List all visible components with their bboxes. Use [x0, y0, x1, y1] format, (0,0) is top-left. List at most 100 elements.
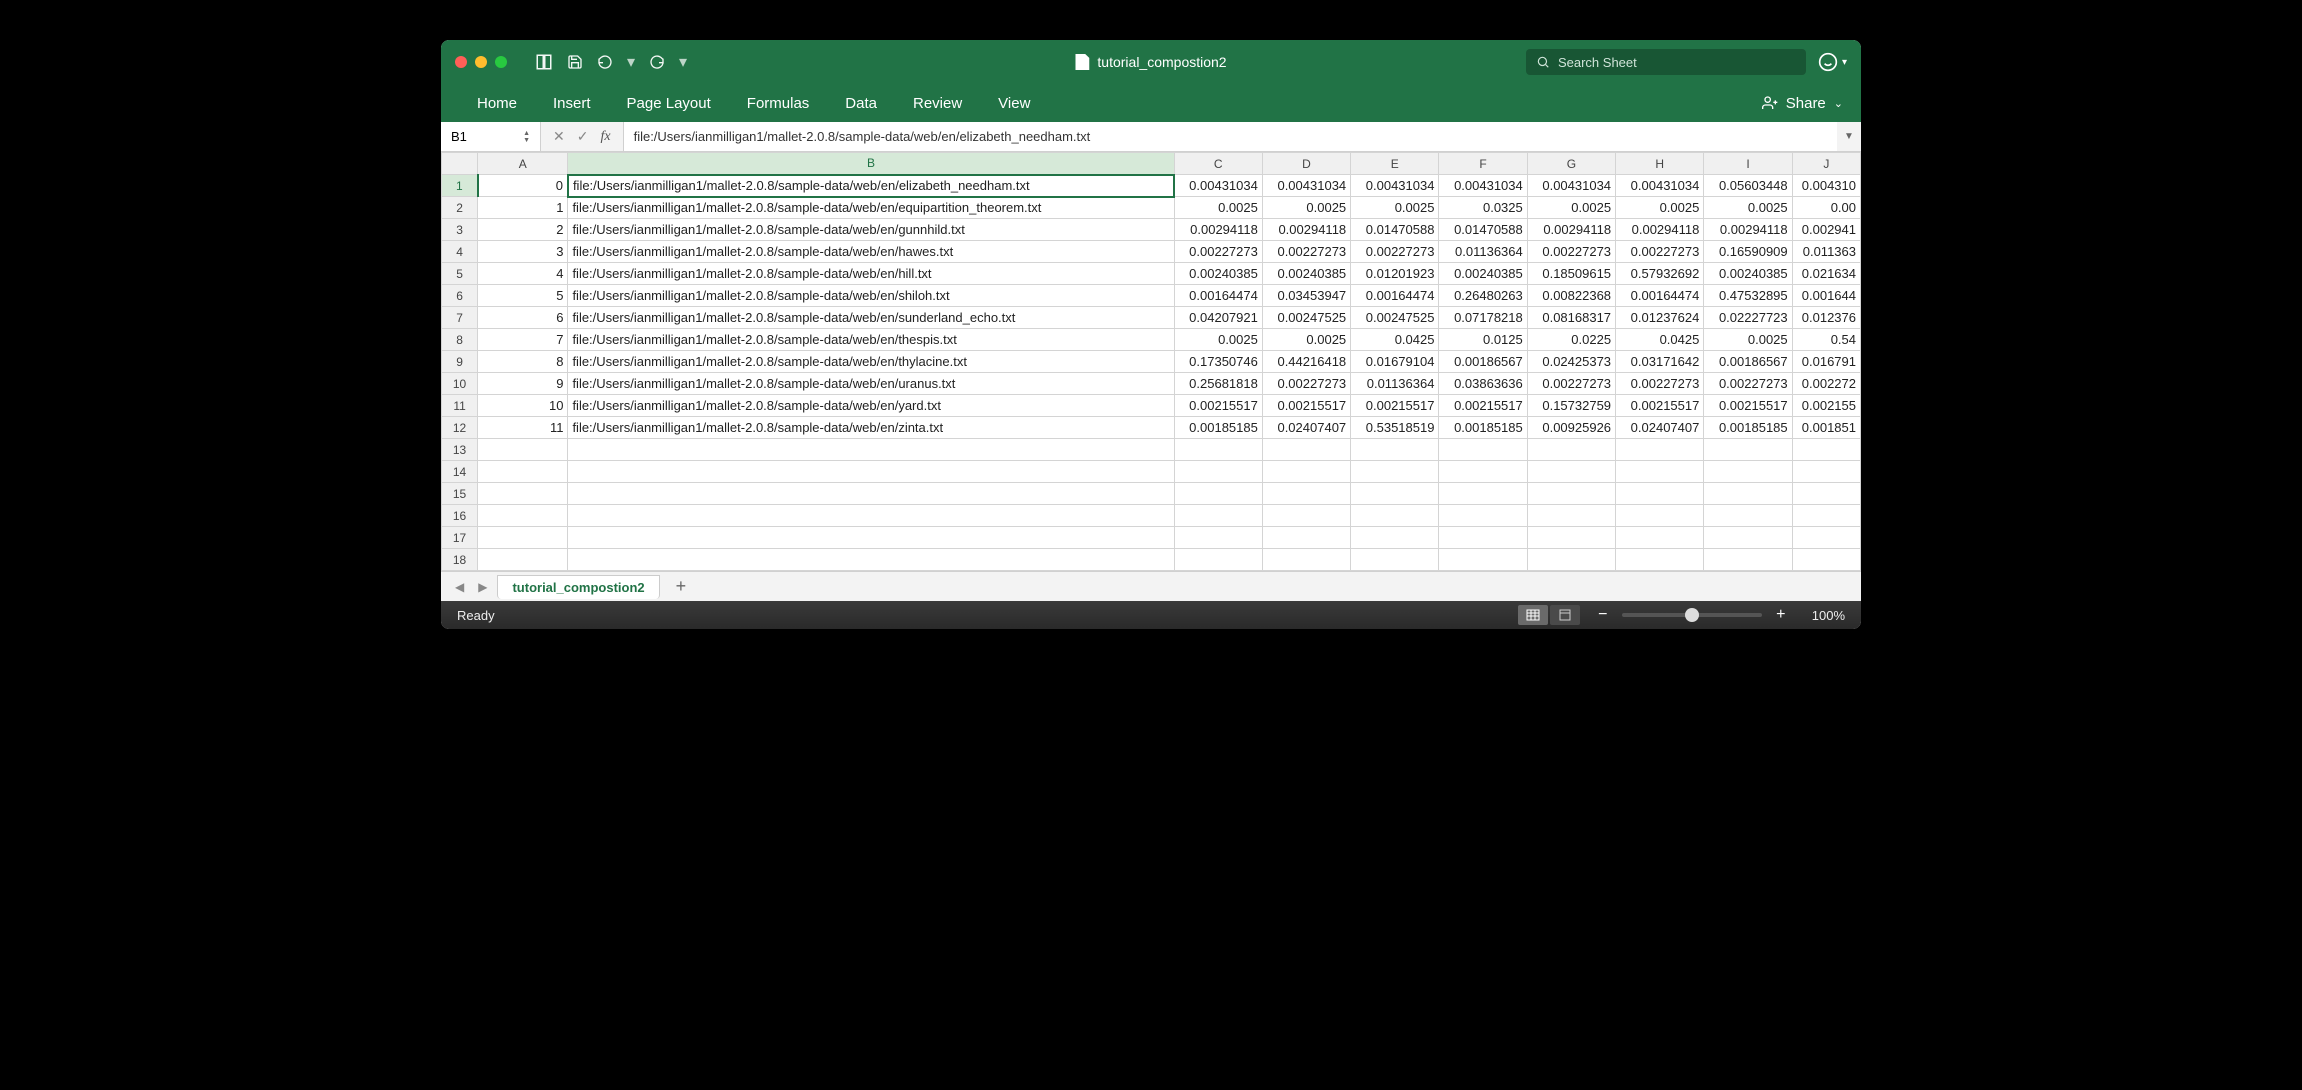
column-header-H[interactable]: H — [1616, 153, 1704, 175]
cell-F10[interactable]: 0.03863636 — [1439, 373, 1527, 395]
close-window-button[interactable] — [455, 56, 467, 68]
cell-A13[interactable] — [478, 439, 568, 461]
cell-H6[interactable]: 0.00164474 — [1616, 285, 1704, 307]
row-header-1[interactable]: 1 — [442, 175, 478, 197]
cell-A12[interactable]: 11 — [478, 417, 568, 439]
cell-F13[interactable] — [1439, 439, 1527, 461]
cell-I8[interactable]: 0.0025 — [1704, 329, 1792, 351]
cell-C4[interactable]: 0.00227273 — [1174, 241, 1262, 263]
cell-I17[interactable] — [1704, 527, 1792, 549]
cell-H8[interactable]: 0.0425 — [1616, 329, 1704, 351]
save-icon[interactable] — [567, 54, 583, 70]
cell-C8[interactable]: 0.0025 — [1174, 329, 1262, 351]
formula-input[interactable]: file:/Users/ianmilligan1/mallet-2.0.8/sa… — [623, 122, 1837, 151]
column-header-I[interactable]: I — [1704, 153, 1792, 175]
column-header-B[interactable]: B — [568, 153, 1174, 175]
cell-D12[interactable]: 0.02407407 — [1262, 417, 1350, 439]
tab-insert[interactable]: Insert — [535, 84, 609, 122]
cell-B4[interactable]: file:/Users/ianmilligan1/mallet-2.0.8/sa… — [568, 241, 1174, 263]
cell-C1[interactable]: 0.00431034 — [1174, 175, 1262, 197]
cell-B15[interactable] — [568, 483, 1174, 505]
cell-H13[interactable] — [1616, 439, 1704, 461]
cell-A1[interactable]: 0 — [478, 175, 568, 197]
cell-G4[interactable]: 0.00227273 — [1527, 241, 1615, 263]
cell-J6[interactable]: 0.001644 — [1792, 285, 1860, 307]
view-page-layout-button[interactable] — [1550, 605, 1580, 625]
cell-E3[interactable]: 0.01470588 — [1351, 219, 1439, 241]
tab-view[interactable]: View — [980, 84, 1048, 122]
cell-A8[interactable]: 7 — [478, 329, 568, 351]
cell-F3[interactable]: 0.01470588 — [1439, 219, 1527, 241]
tab-page-layout[interactable]: Page Layout — [609, 84, 729, 122]
zoom-out-button[interactable]: − — [1594, 606, 1612, 624]
cell-I18[interactable] — [1704, 549, 1792, 571]
cell-E6[interactable]: 0.00164474 — [1351, 285, 1439, 307]
cell-D17[interactable] — [1262, 527, 1350, 549]
cell-C10[interactable]: 0.25681818 — [1174, 373, 1262, 395]
column-header-G[interactable]: G — [1527, 153, 1615, 175]
row-header-10[interactable]: 10 — [442, 373, 478, 395]
minimize-window-button[interactable] — [475, 56, 487, 68]
cancel-formula-icon[interactable]: ✕ — [553, 128, 565, 145]
cell-A7[interactable]: 6 — [478, 307, 568, 329]
cell-D13[interactable] — [1262, 439, 1350, 461]
share-button[interactable]: Share ⌄ — [1762, 95, 1843, 112]
cell-I2[interactable]: 0.0025 — [1704, 197, 1792, 219]
cell-C15[interactable] — [1174, 483, 1262, 505]
cell-C14[interactable] — [1174, 461, 1262, 483]
cell-C2[interactable]: 0.0025 — [1174, 197, 1262, 219]
name-box[interactable]: B1 ▲▼ — [441, 122, 541, 151]
cell-H9[interactable]: 0.03171642 — [1616, 351, 1704, 373]
cell-J16[interactable] — [1792, 505, 1860, 527]
cell-G8[interactable]: 0.0225 — [1527, 329, 1615, 351]
add-sheet-button[interactable]: + — [666, 576, 697, 597]
cell-B3[interactable]: file:/Users/ianmilligan1/mallet-2.0.8/sa… — [568, 219, 1174, 241]
cell-H10[interactable]: 0.00227273 — [1616, 373, 1704, 395]
cell-G11[interactable]: 0.15732759 — [1527, 395, 1615, 417]
cell-F17[interactable] — [1439, 527, 1527, 549]
cell-C17[interactable] — [1174, 527, 1262, 549]
cell-E13[interactable] — [1351, 439, 1439, 461]
cell-E18[interactable] — [1351, 549, 1439, 571]
cell-F14[interactable] — [1439, 461, 1527, 483]
cell-D18[interactable] — [1262, 549, 1350, 571]
qat-customize-icon[interactable]: ▾ — [679, 52, 687, 72]
cell-D16[interactable] — [1262, 505, 1350, 527]
undo-icon[interactable] — [597, 54, 613, 70]
cell-C12[interactable]: 0.00185185 — [1174, 417, 1262, 439]
row-header-13[interactable]: 13 — [442, 439, 478, 461]
cell-F6[interactable]: 0.26480263 — [1439, 285, 1527, 307]
cell-I1[interactable]: 0.05603448 — [1704, 175, 1792, 197]
cell-F2[interactable]: 0.0325 — [1439, 197, 1527, 219]
cell-G9[interactable]: 0.02425373 — [1527, 351, 1615, 373]
cell-A15[interactable] — [478, 483, 568, 505]
cell-F5[interactable]: 0.00240385 — [1439, 263, 1527, 285]
cell-C18[interactable] — [1174, 549, 1262, 571]
cell-J13[interactable] — [1792, 439, 1860, 461]
cell-G14[interactable] — [1527, 461, 1615, 483]
cell-B9[interactable]: file:/Users/ianmilligan1/mallet-2.0.8/sa… — [568, 351, 1174, 373]
accept-formula-icon[interactable]: ✓ — [577, 128, 589, 145]
row-header-11[interactable]: 11 — [442, 395, 478, 417]
row-header-4[interactable]: 4 — [442, 241, 478, 263]
view-normal-button[interactable] — [1518, 605, 1548, 625]
row-header-5[interactable]: 5 — [442, 263, 478, 285]
cell-B2[interactable]: file:/Users/ianmilligan1/mallet-2.0.8/sa… — [568, 197, 1174, 219]
cell-E12[interactable]: 0.53518519 — [1351, 417, 1439, 439]
column-header-F[interactable]: F — [1439, 153, 1527, 175]
cell-D5[interactable]: 0.00240385 — [1262, 263, 1350, 285]
column-header-D[interactable]: D — [1262, 153, 1350, 175]
cell-A9[interactable]: 8 — [478, 351, 568, 373]
row-header-9[interactable]: 9 — [442, 351, 478, 373]
row-header-8[interactable]: 8 — [442, 329, 478, 351]
tab-home[interactable]: Home — [459, 84, 535, 122]
cell-D8[interactable]: 0.0025 — [1262, 329, 1350, 351]
sheet-nav-next-icon[interactable]: ▶ — [474, 580, 491, 594]
cell-J12[interactable]: 0.001851 — [1792, 417, 1860, 439]
fx-icon[interactable]: fx — [600, 129, 610, 145]
cell-D7[interactable]: 0.00247525 — [1262, 307, 1350, 329]
cell-G1[interactable]: 0.00431034 — [1527, 175, 1615, 197]
cell-D3[interactable]: 0.00294118 — [1262, 219, 1350, 241]
cell-J3[interactable]: 0.002941 — [1792, 219, 1860, 241]
cell-B17[interactable] — [568, 527, 1174, 549]
